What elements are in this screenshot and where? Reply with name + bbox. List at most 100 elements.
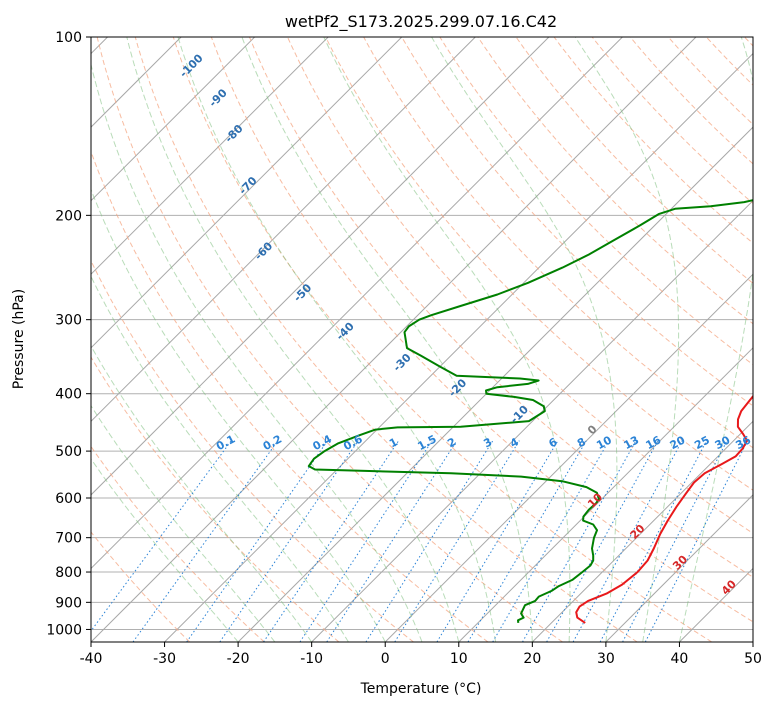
y-tick-label: 400: [55, 387, 82, 403]
dry-adiabat: [134, 37, 638, 642]
x-tick-label: 30: [597, 651, 615, 667]
mixing-ratio-label: 4: [508, 435, 521, 450]
mixing-ratio-label: 30: [713, 433, 733, 452]
mixing-ratio-label: 1: [387, 435, 400, 450]
isotherm-label: -20: [446, 376, 469, 399]
moist-adiabat: [177, 37, 497, 642]
mixing-ratio-label: 25: [692, 433, 712, 452]
isotherm-label: 40: [719, 577, 739, 597]
x-tick-label: -20: [227, 651, 250, 667]
dry-adiabat: [248, 37, 753, 578]
dry-adiabat: [91, 259, 414, 642]
mixing-ratio-label: 20: [668, 433, 688, 452]
dry-adiabat: [477, 37, 753, 325]
mixing-ratio-label: 1.5: [415, 432, 438, 453]
y-tick-label: 800: [55, 565, 82, 581]
moist-adiabat: [323, 37, 571, 642]
isotherm-label: -90: [206, 86, 229, 109]
moist-adiabat: [91, 275, 349, 642]
mixing-ratio-line: [572, 440, 683, 642]
mixing-ratio-label: 3: [481, 435, 494, 450]
x-tick-label: 50: [744, 651, 762, 667]
isotherm-gridline: [605, 494, 753, 642]
moist-adiabat: [91, 188, 386, 642]
mixing-ratio-label: 36: [733, 433, 753, 452]
dry-adiabat: [325, 37, 753, 491]
mixing-ratio-label: 6: [547, 435, 560, 450]
isotherm-gridline: [91, 37, 550, 496]
dry-adiabat: [439, 37, 753, 366]
mixing-ratio-line: [599, 440, 708, 642]
isotherm-gridline: [752, 641, 753, 642]
dry-adiabat: [172, 37, 713, 642]
x-tick-label: 0: [381, 651, 390, 667]
isotherm-label: 30: [670, 552, 690, 572]
mixing-ratio-label: 13: [622, 433, 642, 452]
isotherm-gridline: [679, 567, 753, 642]
mixing-ratio-line: [644, 440, 749, 642]
mixing-ratio-line: [299, 440, 433, 642]
isotherm-gridline: [91, 37, 697, 642]
moist-adiabat: [91, 458, 239, 642]
mixing-ratio-line: [394, 440, 520, 642]
y-tick-label: 700: [55, 531, 82, 547]
mixing-ratio-line: [132, 440, 279, 642]
isotherm-gridline: [531, 420, 753, 642]
mixing-ratio-line: [186, 440, 329, 642]
isotherm-label: -70: [236, 174, 259, 197]
dry-adiabat: [667, 37, 753, 126]
isotherm-gridline: [91, 37, 256, 202]
y-tick-label: 100: [55, 30, 82, 46]
mixing-ratio-label: 0.1: [214, 432, 237, 453]
y-axis-label: Pressure (hPa): [11, 289, 27, 389]
mixing-ratio-line: [467, 440, 587, 642]
dry-adiabat: [591, 37, 753, 205]
isotherm-gridline: [237, 126, 753, 642]
plot-frame: [90, 36, 754, 643]
isotherm-label: -80: [222, 122, 245, 145]
dry-adiabat: [553, 37, 753, 244]
isotherm-label: -60: [252, 239, 275, 262]
moist-adiabat: [126, 37, 460, 642]
mixing-ratio-line: [219, 440, 359, 642]
moist-adiabat: [574, 37, 680, 642]
dry-adiabat: [210, 37, 753, 623]
dewpoint-line: [307, 199, 753, 624]
dry-adiabat: [515, 37, 753, 284]
mixing-ratio-line: [436, 440, 559, 642]
moist-adiabat: [241, 37, 533, 642]
mixing-ratio-line: [522, 440, 637, 642]
isotherm-label: 20: [628, 522, 648, 542]
moist-adiabat: [91, 404, 276, 642]
isotherm-gridline: [311, 199, 753, 642]
isotherm-gridline: [91, 37, 329, 275]
mixing-ratio-label: 16: [644, 433, 664, 452]
mixing-ratio-label: 0.4: [311, 432, 335, 453]
dry-adiabat: [91, 150, 489, 642]
y-tick-label: 1000: [46, 622, 82, 638]
mixing-ratio-line: [546, 440, 659, 642]
isotherm-label: 10: [585, 490, 605, 510]
temperature-line: [575, 394, 753, 624]
dry-adiabat: [287, 37, 753, 534]
mixing-ratio-label: 0.2: [261, 433, 284, 454]
isotherm-label: -50: [291, 281, 314, 304]
y-tick-label: 300: [55, 313, 82, 329]
moist-adiabat: [91, 345, 313, 642]
isotherm-gridline: [91, 37, 403, 349]
mixing-ratio-line: [622, 440, 728, 642]
mixing-ratio-label: 2: [445, 435, 458, 450]
x-tick-label: -40: [80, 651, 103, 667]
y-tick-label: 600: [55, 491, 82, 507]
mixing-ratio-line: [492, 440, 610, 642]
isotherm-gridline: [164, 52, 753, 642]
x-tick-label: -10: [300, 651, 323, 667]
isotherm-gridline: [384, 273, 753, 642]
x-tick-label: -30: [153, 651, 176, 667]
x-axis-label: Temperature (°C): [360, 681, 482, 697]
isotherm-gridline: [91, 37, 623, 570]
moist-adiabat: [678, 37, 753, 642]
mixing-ratio-label: 8: [575, 435, 588, 450]
isotherm-gridline: [91, 37, 476, 423]
